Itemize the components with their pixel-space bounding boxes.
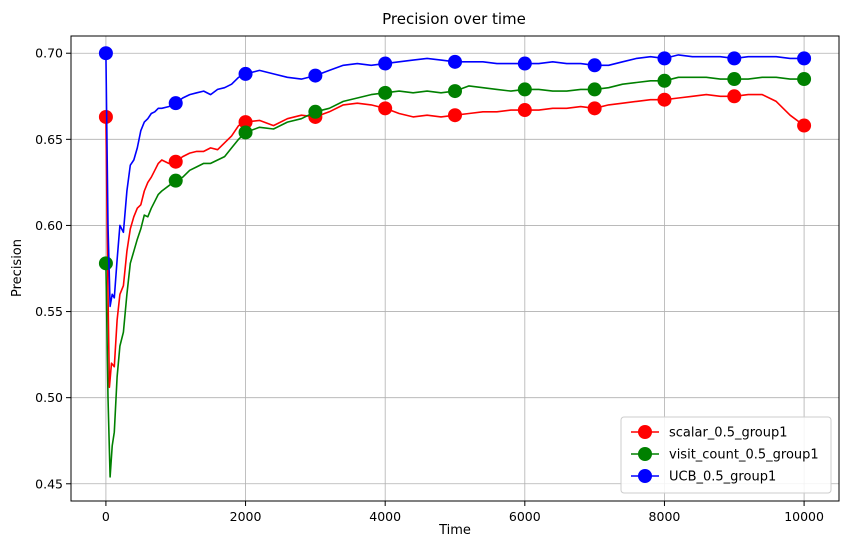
series-marker	[587, 82, 602, 97]
legend-box	[620, 416, 832, 494]
series-marker	[98, 256, 113, 271]
series-marker	[727, 89, 742, 104]
series-marker	[587, 101, 602, 116]
legend-marker	[638, 469, 652, 483]
series-marker	[448, 108, 462, 123]
series-marker	[238, 115, 253, 130]
series-marker	[517, 103, 532, 118]
series-marker	[517, 82, 532, 97]
series-marker	[98, 46, 113, 61]
y-tick-label: 0.50	[35, 390, 63, 405]
series-marker	[168, 96, 183, 111]
legend-label: visit_count_0.5_group1	[669, 448, 819, 463]
x-tick-label: 2000	[230, 509, 262, 524]
series-marker	[657, 51, 672, 66]
series-marker	[587, 58, 602, 73]
series-marker	[517, 56, 532, 71]
series-marker	[657, 73, 672, 88]
x-tick-label: 4000	[369, 509, 401, 524]
y-axis-label: Precision	[10, 239, 25, 297]
axis-ticks: 0 2000 4000 6000 8000 10000 0.45 0.50 0.55 0.60 0.…	[35, 46, 824, 524]
series-marker	[797, 51, 812, 66]
legend-label: UCB_0.5_group1	[669, 470, 776, 485]
legend-marker	[638, 447, 652, 461]
series-layer	[98, 46, 812, 478]
series-marker	[727, 51, 742, 66]
y-tick-label: 0.45	[35, 476, 63, 491]
series-marker	[238, 66, 253, 81]
x-tick-label: 8000	[649, 509, 681, 524]
y-tick-label: 0.70	[35, 46, 63, 61]
series-marker	[308, 68, 323, 83]
y-tick-label: 0.60	[35, 218, 63, 233]
series-2	[98, 46, 812, 308]
series-marker	[308, 104, 323, 119]
series-marker	[657, 92, 672, 107]
series-marker	[448, 84, 462, 99]
series-marker	[378, 56, 393, 71]
series-marker	[797, 72, 812, 87]
legend-label: scalar_0.5_group1	[669, 426, 788, 441]
series-marker	[797, 118, 812, 133]
series-marker	[378, 85, 393, 100]
legend-marker	[638, 425, 652, 439]
x-axis-label: Time	[438, 523, 471, 538]
x-tick-label: 0	[102, 509, 110, 524]
chart-title: Precision over time	[382, 10, 526, 28]
series-marker	[168, 173, 183, 188]
series-marker	[378, 101, 393, 116]
series-marker	[168, 154, 183, 169]
series-1	[98, 72, 812, 478]
series-marker	[448, 54, 462, 69]
plot-area-frame	[70, 35, 840, 502]
series-marker	[238, 125, 253, 140]
x-tick-label: 10000	[784, 509, 824, 524]
y-tick-label: 0.55	[35, 304, 63, 319]
x-tick-label: 6000	[509, 509, 541, 524]
series-marker	[727, 72, 742, 87]
legend: scalar_0.5_group1 visit_count_0.5_group1 U…	[620, 416, 832, 494]
y-tick-label: 0.65	[35, 132, 63, 147]
